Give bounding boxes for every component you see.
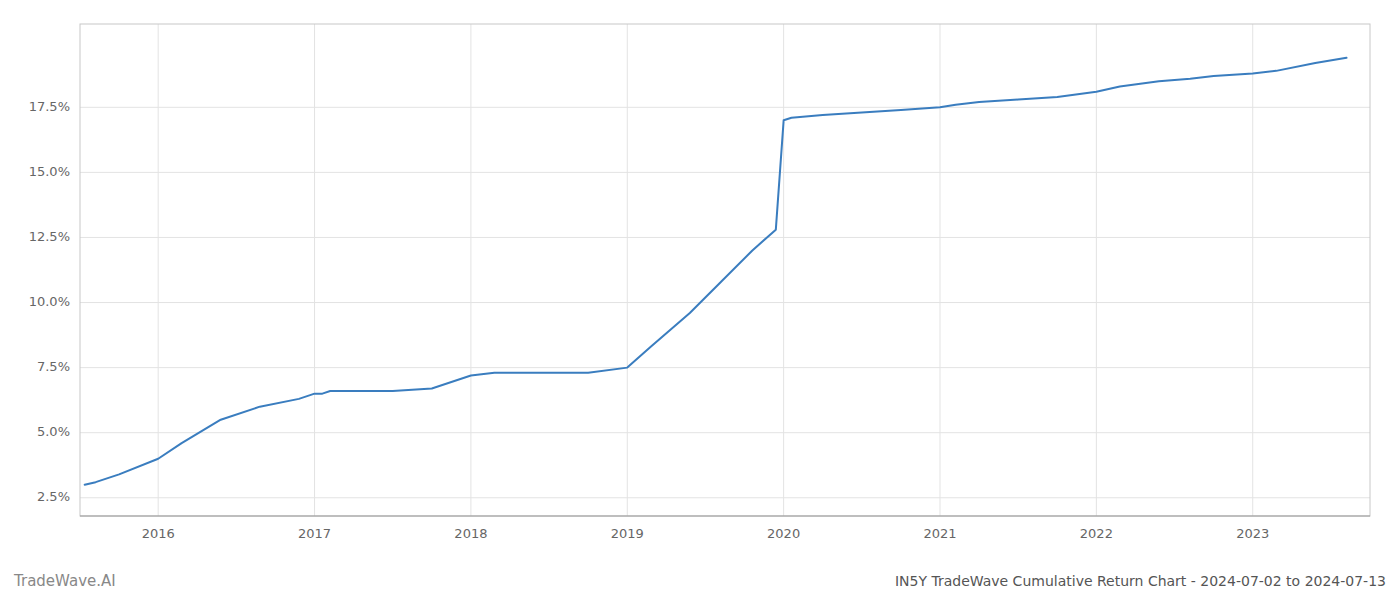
x-grid-line [314, 24, 315, 516]
x-tick-label: 2021 [923, 526, 956, 541]
x-tick-label: 2018 [454, 526, 487, 541]
chart: 2.5% 5.0% 7.5% 10.0% 12.5% 15.0% 17.5% 2016 2017… [0, 0, 1400, 600]
y-tick-label: 2.5% [37, 489, 70, 504]
x-grid-line [783, 24, 784, 516]
x-grid-line [627, 24, 628, 516]
y-tick-label: 17.5% [29, 99, 70, 114]
y-grid-line [80, 497, 1370, 498]
x-tick-label: 2022 [1080, 526, 1113, 541]
texts: TradeWave.AI IN5Y TradeWave Cumulative Re… [13, 572, 1386, 590]
x-tick-label: 2017 [298, 526, 331, 541]
title: IN5Y TradeWave Cumulative Return Chart -… [895, 573, 1386, 589]
y-tick-label: 15.0% [29, 164, 70, 179]
line [85, 58, 1347, 485]
x-grid-line [158, 24, 159, 516]
y-tick-label: 5.0% [37, 424, 70, 439]
grid [80, 24, 1370, 516]
series [85, 58, 1347, 485]
y-grid-line [80, 432, 1370, 433]
x-tick-label: 2016 [142, 526, 175, 541]
x-tick-label: 2019 [611, 526, 644, 541]
x-grid-line [1252, 24, 1253, 516]
x-tick-label: 2023 [1236, 526, 1269, 541]
y-grid-line [80, 302, 1370, 303]
y-grid-line [80, 367, 1370, 368]
x-tick-label: 2020 [767, 526, 800, 541]
y-tick-label: 12.5% [29, 229, 70, 244]
watermark: TradeWave.AI [13, 572, 116, 590]
x-axis-line [80, 516, 1370, 517]
y-tick-label: 10.0% [29, 294, 70, 309]
x-grid-line [470, 24, 471, 516]
x-grid-line [1096, 24, 1097, 516]
y-grid-line [80, 237, 1370, 238]
axes: 2.5% 5.0% 7.5% 10.0% 12.5% 15.0% 17.5% 2016 2017… [29, 24, 1370, 541]
plot-frame [80, 24, 1370, 516]
x-grid-line [940, 24, 941, 516]
y-grid-line [80, 172, 1370, 173]
y-grid-line [80, 107, 1370, 108]
y-tick-label: 7.5% [37, 359, 70, 374]
